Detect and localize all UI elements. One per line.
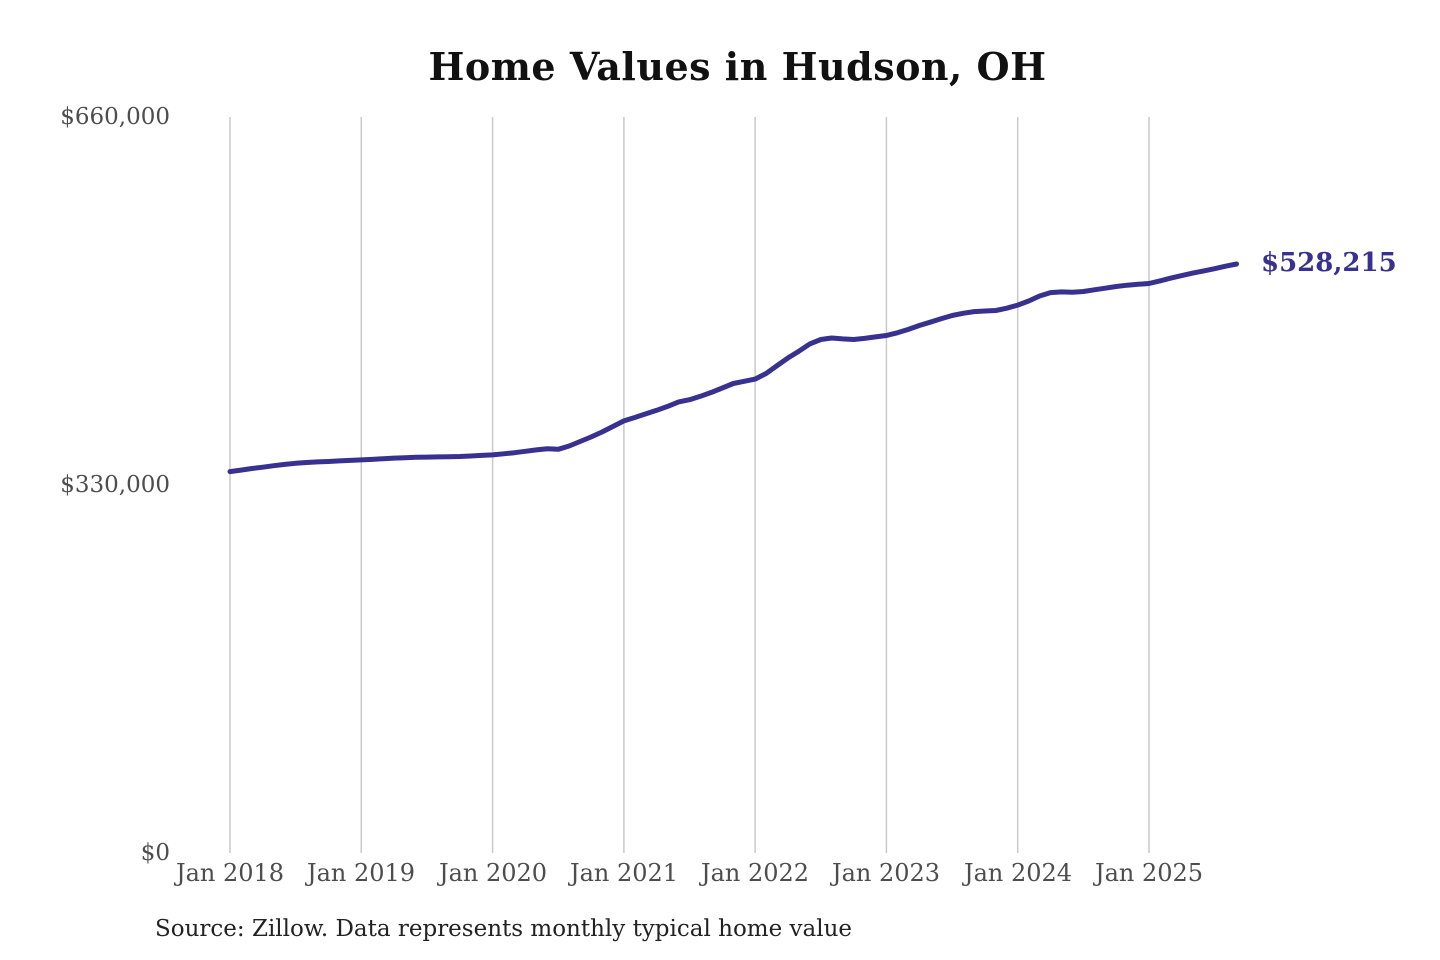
y-tick-label: $660,000: [60, 104, 170, 130]
x-tick-label: Jan 2024: [963, 859, 1073, 887]
x-tick-label: Jan 2021: [569, 859, 679, 887]
home-value-line-series: [227, 261, 1239, 475]
x-tick-label: Jan 2018: [175, 859, 285, 887]
gridlines: [229, 117, 1150, 853]
x-tick-label: Jan 2019: [306, 859, 416, 887]
x-tick-label: Jan 2020: [438, 859, 548, 887]
y-tick-label: $0: [140, 840, 170, 866]
x-tick-label: Jan 2022: [700, 859, 810, 887]
y-tick-label: $330,000: [60, 472, 170, 498]
x-tick-label: Jan 2023: [831, 859, 941, 887]
latest-value-label: $528,215: [1261, 248, 1397, 278]
chart-title: Home Values in Hudson, OH: [428, 44, 1047, 89]
x-tick-label: Jan 2025: [1094, 859, 1204, 887]
source-note: Source: Zillow. Data represents monthly …: [155, 916, 853, 942]
